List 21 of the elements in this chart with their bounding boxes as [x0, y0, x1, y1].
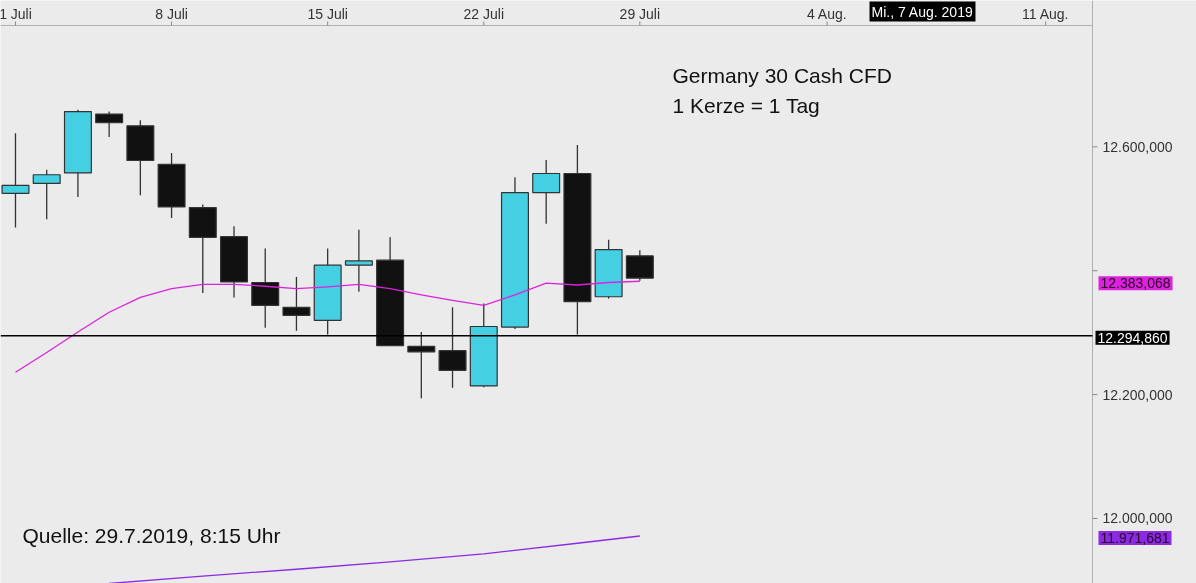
line-series [14, 280, 641, 373]
y-tick-label: 12.600,000 [1102, 138, 1173, 155]
text: 12.383,068 [1100, 275, 1171, 292]
candlestick [1, 132, 30, 229]
candlestick [344, 229, 373, 293]
x-tick-label: 15 Juli [307, 5, 348, 22]
candlestick [407, 331, 436, 399]
x-tick-label: 29 Juli [619, 5, 661, 22]
text: Mi., 7 Aug. 2019 [871, 3, 973, 20]
x-tick-label: 8 Juli [155, 5, 188, 22]
x-tick-label: 1 Juli [0, 5, 32, 22]
x-tick-label: 4 Aug. [806, 5, 847, 22]
text: 1 Kerze = 1 Tag [672, 94, 820, 118]
y-tick-label: 12.000,000 [1102, 510, 1173, 527]
annotation: Quelle: 29.7.2019, 8:15 Uhr [22, 524, 281, 548]
x-tick-label: 22 Juli [463, 5, 504, 22]
text: Germany 30 Cash CFD [672, 64, 892, 88]
x-tick-label: 11 Aug. [1022, 5, 1069, 22]
ref-line-label: 12.294,860 [1097, 329, 1168, 346]
text: 11.971,681 [1100, 530, 1170, 547]
y-tick-label: 12.200,000 [1102, 386, 1173, 403]
